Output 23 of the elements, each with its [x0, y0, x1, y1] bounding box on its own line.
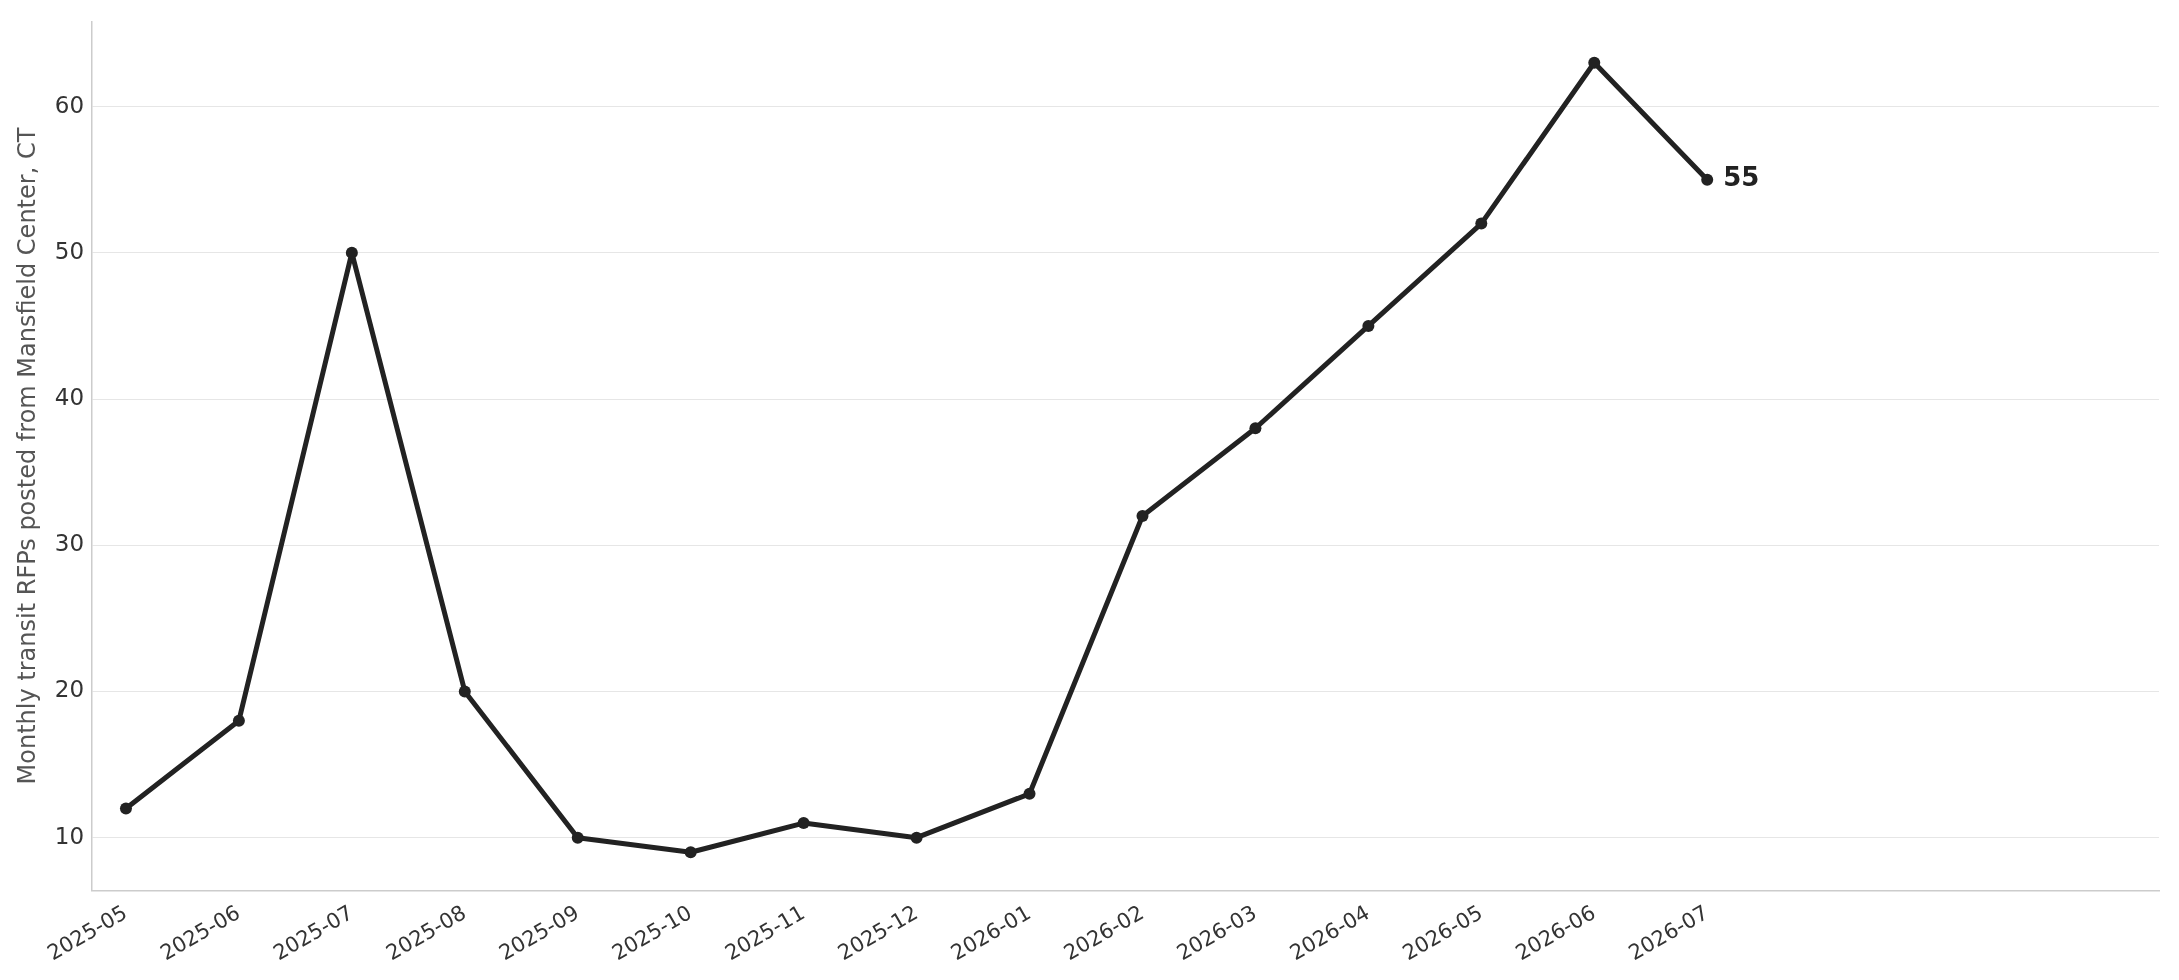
point — [1136, 510, 1149, 522]
y-tick-label: 20 — [54, 676, 85, 703]
data-label: 55 — [1723, 162, 1760, 193]
point — [119, 802, 132, 815]
y-tick-label: 30 — [54, 530, 85, 557]
point — [1249, 422, 1262, 435]
point — [458, 685, 471, 698]
point — [797, 817, 810, 830]
y-axis-title: Monthly transit RFPs posted from Mansfield Center, CT — [12, 127, 41, 785]
y-tick-label: 40 — [54, 384, 85, 410]
point — [1475, 217, 1488, 230]
point — [684, 846, 697, 859]
y-tick-label: 50 — [54, 237, 85, 264]
y-tick-label: 10 — [54, 822, 85, 849]
point — [1362, 319, 1375, 332]
point — [1588, 56, 1601, 69]
point — [1023, 787, 1036, 800]
point — [571, 831, 584, 844]
point — [1701, 173, 1714, 186]
point — [345, 246, 358, 259]
point — [232, 714, 245, 727]
point — [910, 831, 923, 844]
y-tick-label: 60 — [54, 91, 85, 118]
